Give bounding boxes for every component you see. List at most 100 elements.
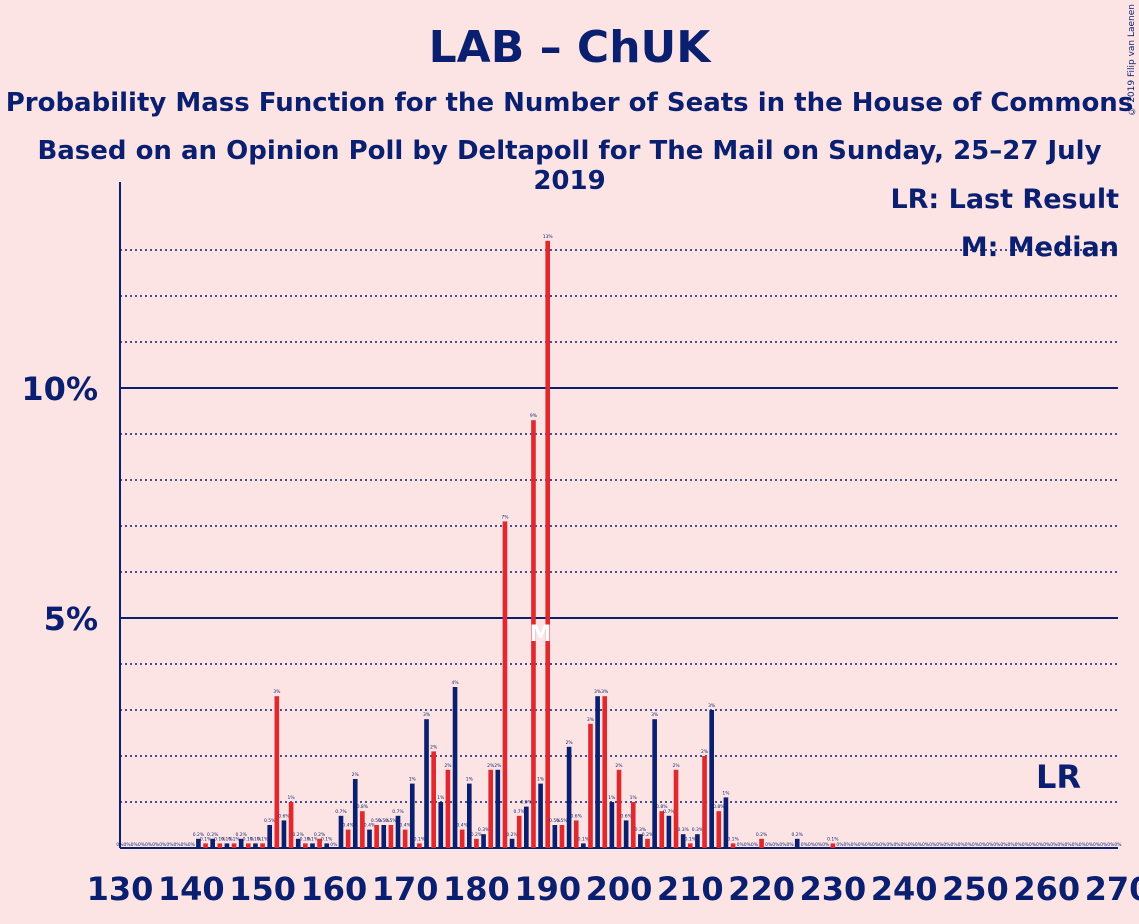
- bar-data-label: 0%: [124, 842, 132, 848]
- x-tick-label: 250: [942, 870, 1009, 908]
- bar-data-label: 1%: [288, 795, 296, 801]
- bar-data-label: 0.3%: [478, 827, 490, 833]
- bar-data-label: 0.8%: [357, 804, 369, 810]
- legend-median: M: Median: [960, 232, 1119, 263]
- bar-data-label: 0.1%: [250, 836, 262, 842]
- bar: [695, 834, 700, 848]
- bar: [552, 825, 558, 848]
- bar-data-label: 0.2%: [314, 832, 326, 838]
- bar-data-label: 0.5%: [264, 818, 276, 824]
- bar-data-label: 0.2%: [471, 832, 483, 838]
- bar: [538, 783, 543, 848]
- bar-data-label: 0.7%: [663, 809, 675, 815]
- bar-data-label: 1%: [409, 777, 417, 783]
- bar-data-label: 3%: [273, 689, 281, 695]
- bar-data-label: 0%: [886, 842, 894, 848]
- x-tick-label: 130: [87, 870, 154, 908]
- bar-data-label: 0%: [1057, 842, 1065, 848]
- x-tick-label: 210: [657, 870, 724, 908]
- bar: [673, 769, 679, 848]
- bar-data-label: 0%: [1100, 842, 1108, 848]
- x-tick-label: 170: [372, 870, 439, 908]
- bar-data-label: 0%: [166, 842, 174, 848]
- bar-data-label: 0.6%: [571, 813, 583, 819]
- bar-data-label: 0%: [950, 842, 958, 848]
- bar-data-label: 1%: [437, 795, 445, 801]
- x-tick-label: 140: [158, 870, 225, 908]
- bar-data-label: 0%: [173, 842, 181, 848]
- bar: [231, 843, 237, 848]
- bar: [638, 834, 643, 848]
- bar: [588, 723, 593, 848]
- bar-data-label: 0%: [1114, 842, 1122, 848]
- bar-data-label: 1%: [466, 777, 474, 783]
- bar-data-label: 0%: [1008, 842, 1016, 848]
- bar-data-label: 0.1%: [214, 836, 226, 842]
- bar: [310, 843, 315, 848]
- bar-data-label: 0.5%: [556, 818, 568, 824]
- bar-data-label: 0.4%: [399, 823, 411, 829]
- bar-data-label: 0.2%: [207, 832, 219, 838]
- bar: [716, 811, 722, 848]
- bar-data-label: 0%: [958, 842, 966, 848]
- bar-data-label: 0.1%: [221, 836, 233, 842]
- x-tick-label: 180: [443, 870, 510, 908]
- bar-data-label: 0%: [922, 842, 930, 848]
- bar-data-label: 0%: [1079, 842, 1087, 848]
- bar-data-label: 0.2%: [791, 832, 803, 838]
- bar-data-label: 1%: [608, 795, 616, 801]
- x-tick-label: 190: [514, 870, 581, 908]
- bar: [602, 696, 608, 848]
- bar-data-label: 0.1%: [300, 836, 312, 842]
- bar: [445, 769, 451, 848]
- bar-data-label: 0.5%: [378, 818, 390, 824]
- bar-data-label: 0%: [1022, 842, 1030, 848]
- x-tick-label: 240: [871, 870, 938, 908]
- median-marker: M: [530, 622, 552, 647]
- last-result-marker: LR: [1036, 758, 1082, 796]
- bar: [730, 843, 736, 848]
- bar-data-label: 0.1%: [414, 836, 426, 842]
- bar: [830, 843, 836, 848]
- bar-data-label: 2%: [494, 763, 502, 769]
- bar-data-label: 0%: [188, 842, 196, 848]
- bar: [324, 843, 330, 848]
- x-tick-label: 230: [799, 870, 866, 908]
- bar-data-label: 9%: [530, 413, 538, 419]
- bar-data-label: 0.1%: [321, 836, 333, 842]
- bar-data-label: 0%: [1065, 842, 1073, 848]
- bar: [474, 838, 479, 848]
- bar-data-label: 0%: [858, 842, 866, 848]
- bar-data-label: 0%: [1015, 842, 1023, 848]
- bar-data-label: 3%: [708, 703, 716, 709]
- bar-data-label: 0%: [1072, 842, 1080, 848]
- bar: [559, 825, 565, 848]
- bar-data-label: 2%: [701, 749, 709, 755]
- bar-data-label: 0.1%: [200, 836, 212, 842]
- bar-data-label: 0.8%: [656, 804, 668, 810]
- bar: [488, 769, 494, 848]
- bar-data-label: 1%: [722, 790, 730, 796]
- bar: [702, 756, 707, 848]
- bar-data-label: 2%: [352, 772, 360, 778]
- bar-data-label: 0%: [751, 842, 759, 848]
- bar: [210, 838, 215, 848]
- bar-data-label: 0%: [1086, 842, 1094, 848]
- bar-data-label: 0.2%: [506, 832, 518, 838]
- bar: [573, 820, 579, 848]
- bar: [431, 751, 436, 848]
- bar-data-label: 3%: [423, 712, 431, 718]
- bar: [303, 843, 308, 848]
- bar-data-label: 0%: [1107, 842, 1115, 848]
- bar: [288, 802, 294, 848]
- bar-data-label: 0%: [330, 842, 338, 848]
- bar-data-label: 0.5%: [385, 818, 397, 824]
- bar: [424, 719, 429, 848]
- bar-data-label: 1%: [537, 777, 545, 783]
- bar: [709, 710, 714, 848]
- bar-data-label: 0%: [787, 842, 795, 848]
- bar-data-label: 0%: [772, 842, 780, 848]
- bar-data-label: 0.1%: [727, 836, 739, 842]
- bar: [203, 843, 208, 848]
- bar-data-label: 2%: [444, 763, 452, 769]
